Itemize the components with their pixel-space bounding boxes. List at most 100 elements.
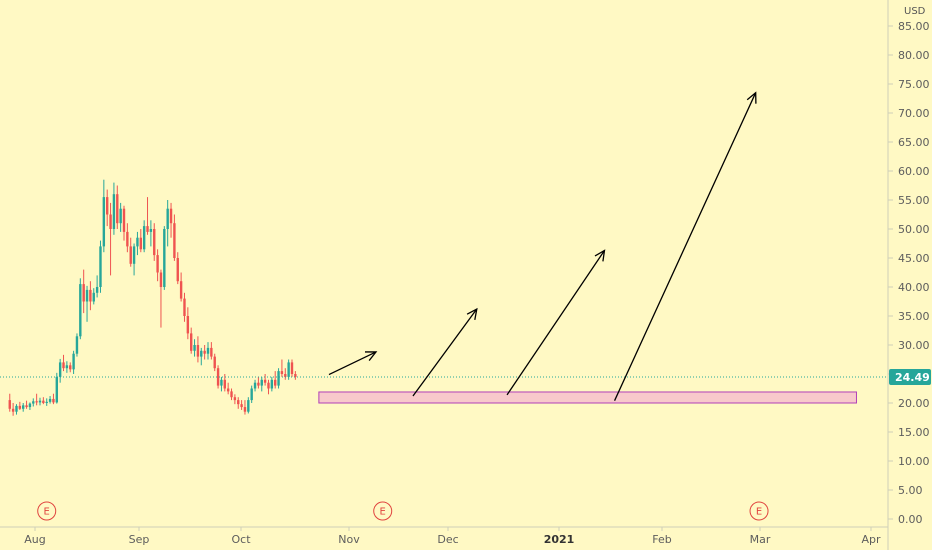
projection-arrow[interactable] bbox=[506, 249, 606, 396]
candle[interactable] bbox=[126, 223, 129, 253]
candle[interactable] bbox=[75, 333, 79, 357]
projection-arrow[interactable] bbox=[412, 307, 478, 397]
candle[interactable] bbox=[35, 393, 38, 406]
candle[interactable] bbox=[200, 347, 203, 366]
candle[interactable] bbox=[240, 400, 243, 410]
candle[interactable] bbox=[287, 359, 290, 380]
candle[interactable] bbox=[183, 292, 186, 322]
candle[interactable] bbox=[270, 376, 274, 392]
candle[interactable] bbox=[8, 393, 11, 412]
candle[interactable] bbox=[136, 231, 139, 256]
candle[interactable] bbox=[253, 379, 257, 392]
candle[interactable] bbox=[106, 189, 109, 227]
candle[interactable] bbox=[163, 226, 166, 290]
candle[interactable] bbox=[280, 359, 284, 377]
candle[interactable] bbox=[45, 398, 48, 406]
candle[interactable] bbox=[112, 182, 116, 235]
candle[interactable] bbox=[159, 269, 163, 328]
candle[interactable] bbox=[79, 278, 82, 340]
candle[interactable] bbox=[72, 350, 75, 374]
candle[interactable] bbox=[116, 185, 119, 230]
candle[interactable] bbox=[149, 220, 153, 247]
candle[interactable] bbox=[190, 327, 193, 354]
candle[interactable] bbox=[132, 243, 136, 276]
candle[interactable] bbox=[290, 359, 294, 377]
candle[interactable] bbox=[85, 285, 89, 322]
candle[interactable] bbox=[169, 202, 173, 238]
candle[interactable] bbox=[62, 354, 65, 372]
candle[interactable] bbox=[146, 197, 149, 235]
candle[interactable] bbox=[274, 371, 277, 389]
candle[interactable] bbox=[48, 396, 52, 404]
candle[interactable] bbox=[89, 281, 92, 311]
candle[interactable] bbox=[95, 275, 99, 298]
candle[interactable] bbox=[247, 397, 250, 414]
candle[interactable] bbox=[142, 220, 146, 253]
earnings-marker[interactable]: E bbox=[749, 501, 769, 521]
x-axis[interactable]: Aug Sep Oct Nov Dec 2021 Feb Mar Apr bbox=[24, 527, 881, 546]
candle[interactable] bbox=[294, 371, 297, 380]
candle[interactable] bbox=[38, 397, 42, 406]
candle[interactable] bbox=[139, 229, 142, 253]
candle[interactable] bbox=[55, 372, 58, 404]
candle[interactable] bbox=[52, 393, 55, 405]
y-axis[interactable]: 85.00 80.00 75.00 70.00 65.00 60.00 55.00 50.00… bbox=[888, 20, 930, 526]
candle[interactable] bbox=[25, 400, 28, 409]
earnings-marker[interactable]: E bbox=[373, 501, 393, 521]
candle[interactable] bbox=[42, 397, 45, 405]
candle[interactable] bbox=[277, 368, 280, 389]
candle[interactable] bbox=[156, 249, 159, 282]
candle[interactable] bbox=[230, 388, 233, 401]
candle[interactable] bbox=[237, 397, 240, 409]
candle[interactable] bbox=[260, 376, 263, 392]
candle[interactable] bbox=[69, 362, 72, 373]
candle[interactable] bbox=[176, 252, 179, 285]
projection-arrow[interactable] bbox=[613, 91, 757, 401]
candle[interactable] bbox=[223, 374, 226, 392]
candle[interactable] bbox=[65, 361, 69, 373]
candle[interactable] bbox=[179, 272, 183, 302]
candle[interactable] bbox=[122, 205, 126, 241]
candle[interactable] bbox=[220, 376, 223, 392]
candle[interactable] bbox=[153, 223, 156, 261]
candle[interactable] bbox=[166, 200, 169, 247]
candle[interactable] bbox=[15, 404, 18, 415]
candle[interactable] bbox=[257, 376, 260, 389]
candle[interactable] bbox=[186, 307, 190, 340]
candle[interactable] bbox=[250, 385, 253, 403]
candle[interactable] bbox=[196, 336, 200, 363]
candle[interactable] bbox=[99, 240, 102, 293]
candle[interactable] bbox=[58, 358, 62, 383]
candle[interactable] bbox=[203, 345, 206, 360]
candle[interactable] bbox=[213, 353, 216, 372]
candle[interactable] bbox=[243, 400, 247, 415]
candle[interactable] bbox=[82, 269, 85, 314]
candle[interactable] bbox=[22, 403, 25, 412]
candle[interactable] bbox=[216, 365, 220, 389]
candle[interactable] bbox=[18, 401, 22, 410]
candle[interactable] bbox=[233, 394, 237, 405]
candle[interactable] bbox=[109, 202, 112, 276]
candle[interactable] bbox=[11, 403, 15, 416]
candle[interactable] bbox=[267, 379, 270, 395]
candle[interactable] bbox=[193, 339, 196, 357]
candle[interactable] bbox=[173, 214, 176, 261]
candle[interactable] bbox=[210, 342, 213, 360]
plot-area[interactable] bbox=[8, 179, 297, 416]
candle[interactable] bbox=[226, 382, 230, 395]
candle[interactable] bbox=[129, 237, 132, 267]
support-zone-rect[interactable] bbox=[318, 391, 857, 404]
candle[interactable] bbox=[206, 342, 210, 360]
projection-arrow[interactable] bbox=[328, 351, 378, 376]
candle[interactable] bbox=[32, 398, 35, 407]
candle[interactable] bbox=[92, 288, 95, 305]
candle[interactable] bbox=[284, 368, 287, 380]
x-tick-label: Dec bbox=[437, 533, 458, 546]
candle[interactable] bbox=[102, 179, 106, 253]
candle[interactable] bbox=[28, 402, 32, 410]
candle[interactable] bbox=[119, 202, 122, 232]
candle[interactable] bbox=[263, 374, 267, 386]
earnings-marker[interactable]: E bbox=[37, 501, 57, 521]
